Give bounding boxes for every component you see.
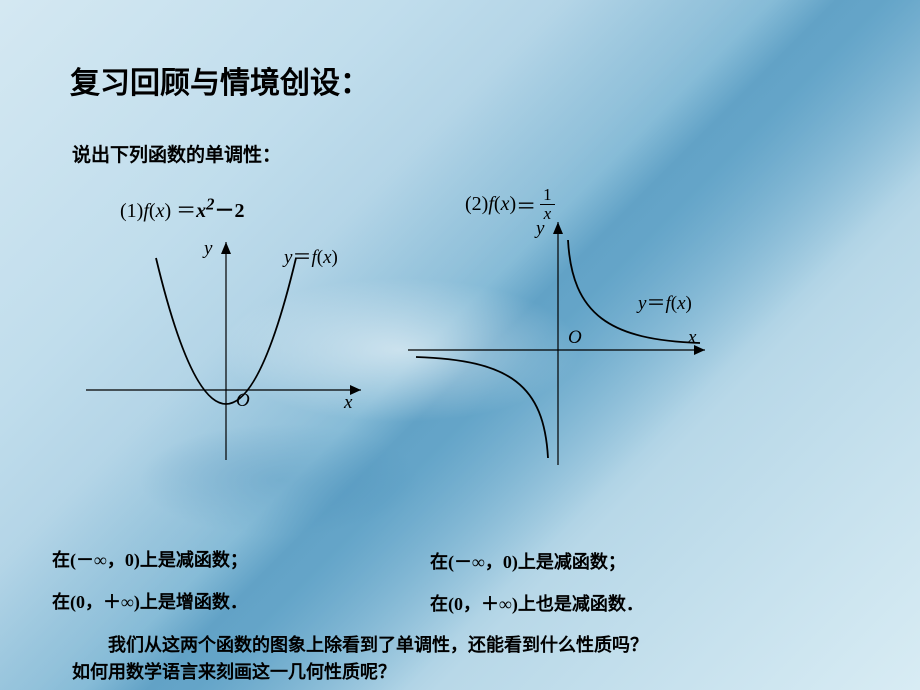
fn-label-1: y＝f(x) [284,242,338,269]
fn1-f: f [311,247,316,268]
eq1-equals: ＝ [176,200,196,222]
eq1-prefix: (1) [120,200,143,222]
x-label-2: x [688,327,696,349]
origin-label-2: O [568,327,582,349]
answer-1-dec: 在(－∞，0)上是减函数； [52,546,248,572]
answer-2-dec-neg: 在(－∞，0)上是减函数； [430,548,626,574]
origin-label: O [236,390,250,412]
conclusion-line-2: 如何用数学语言来刻画这一几何性质呢？ [72,659,872,686]
eq1-arg: x [156,200,165,222]
graph-hyperbola-svg [400,210,720,470]
x-label: x [344,392,352,414]
conclusion-line-1: 我们从这两个函数的图象上除看到了单调性，还能看到什么性质吗？ [72,632,872,659]
y-label-2: y [536,218,544,240]
answer-2-dec-pos: 在(0，＋∞)上也是减函数． [430,590,644,616]
equation-1: (1)f(x) ＝x2－2 [120,194,244,223]
eq1-f: f [143,200,149,222]
slide-subtitle: 说出下列函数的单调性： [72,140,281,167]
graph-parabola: y x O y＝f(x) [76,230,376,470]
answer-1-inc: 在(0，＋∞)上是增函数． [52,588,248,614]
fn1-arg: x [323,247,331,268]
eq1-minus2: －2 [214,200,244,222]
hyperbola-branch-2 [416,357,548,458]
y-label: y [204,238,212,260]
conclusion-text: 我们从这两个函数的图象上除看到了单调性，还能看到什么性质吗？ 如何用数学语言来刻… [72,632,872,686]
y-axis-arrow [221,242,231,254]
fn1-eq: ＝ [292,247,311,268]
graph-hyperbola: y x O y＝f(x) [400,210,700,450]
y-axis-arrow-2 [553,222,563,234]
fn2-arg: x [677,293,685,314]
eq1-rhs: x2 [196,200,214,222]
slide-title: 复习回顾与情境创设： [70,58,370,102]
fn2-eq: ＝ [646,293,665,314]
eq2-frac-num: 1 [540,186,555,205]
fn-label-2: y＝f(x) [638,288,692,315]
fn2-f: f [665,293,670,314]
